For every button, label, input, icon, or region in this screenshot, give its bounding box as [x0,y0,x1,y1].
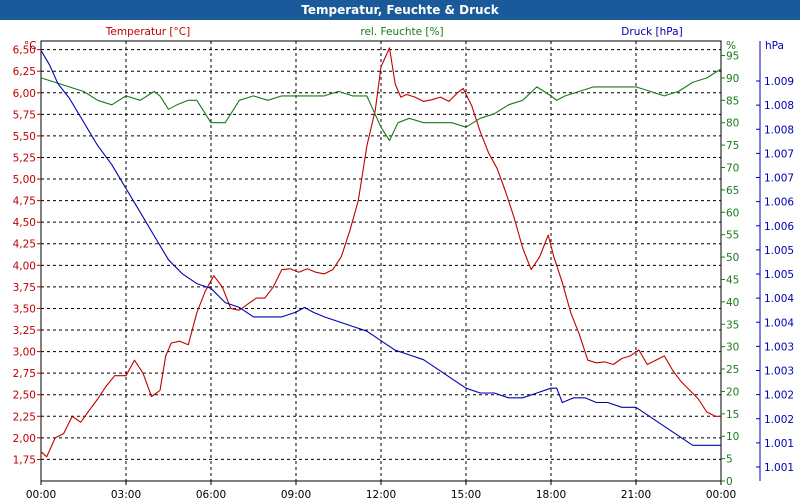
right1-y-tick-label: 35 [726,319,739,331]
x-tick-time: 00:00 [26,489,56,500]
right1-y-tick-label: 90 [726,73,739,85]
right2-y-tick-label: 1.006 [764,221,794,233]
right1-y-tick-label: 5 [726,454,733,466]
legend-temperature: Temperatur [°C] [105,26,190,38]
right2-y-tick-label: 1.001 [764,438,794,450]
left-y-tick-label: 5,75 [13,109,36,121]
axes: 00:0007.01.2203:0007.01.2206:0007.01.220… [13,41,794,500]
left-axis-unit: °C [24,40,37,52]
x-tick-time: 09:00 [281,489,311,500]
right2-y-tick-label: 1.003 [764,366,794,378]
right-axis-1-unit: % [726,40,736,52]
right1-y-tick-label: 60 [726,207,739,219]
x-tick-time: 06:00 [196,489,226,500]
temperature-line [40,47,721,458]
legend-humidity: rel. Feuchte [%] [360,26,443,38]
window-title: Temperatur, Feuchte & Druck [0,0,800,20]
left-y-tick-label: 4,50 [13,217,36,229]
x-tick-time: 21:00 [621,489,651,500]
humidity-line [40,68,722,142]
right1-y-tick-label: 30 [726,342,739,354]
right1-y-tick-label: 25 [726,364,739,376]
right2-y-tick-label: 1.008 [764,124,794,136]
left-y-tick-label: 3,00 [13,347,36,359]
chart-area: 00:0007.01.2203:0007.01.2206:0007.01.220… [13,26,795,500]
legend-pressure: Druck [hPa] [621,26,682,38]
x-tick-time: 18:00 [536,489,566,500]
right2-y-tick-label: 1.008 [764,100,794,112]
right1-y-tick-label: 45 [726,274,739,286]
right2-y-tick-label: 1.002 [764,390,794,402]
right1-y-tick-label: 15 [726,409,739,421]
right1-y-tick-label: 0 [726,476,733,488]
right1-y-tick-label: 40 [726,297,739,309]
right1-y-tick-label: 20 [726,386,739,398]
left-y-tick-label: 3,75 [13,282,36,294]
left-y-tick-label: 5,25 [13,152,36,164]
left-y-tick-label: 6,00 [13,88,36,100]
right2-y-tick-label: 1.004 [764,293,794,305]
x-tick-time: 12:00 [366,489,396,500]
right1-y-tick-label: 55 [726,230,739,242]
x-tick-time: 15:00 [451,489,481,500]
right2-y-tick-label: 1.006 [764,197,794,209]
left-y-tick-label: 2,50 [13,390,36,402]
left-y-tick-label: 5,00 [13,174,36,186]
grid-lines [41,41,721,481]
right1-y-tick-label: 75 [726,140,739,152]
right1-y-tick-label: 80 [726,118,739,130]
right2-y-tick-label: 1.002 [764,414,794,426]
left-y-tick-label: 4,25 [13,239,36,251]
right2-y-tick-label: 1.003 [764,341,794,353]
right1-y-tick-label: 85 [726,95,739,107]
right2-y-tick-label: 1.001 [764,462,794,474]
left-y-tick-label: 1,75 [13,454,36,466]
left-y-tick-label: 3,50 [13,303,36,315]
left-y-tick-label: 3,25 [13,325,36,337]
left-y-tick-label: 2,75 [13,368,36,380]
right2-y-tick-label: 1.007 [764,148,794,160]
right2-y-tick-label: 1.004 [764,317,794,329]
right1-y-tick-label: 50 [726,252,739,264]
left-y-tick-label: 2,25 [13,411,36,423]
left-y-tick-label: 4,75 [13,196,36,208]
x-tick-time: 00:00 [706,489,736,500]
pressure-line [40,50,721,446]
right2-y-tick-label: 1.007 [764,173,794,185]
right2-y-tick-label: 1.009 [764,76,794,88]
right1-y-tick-label: 95 [726,51,739,63]
left-y-tick-label: 4,00 [13,260,36,272]
series-lines [40,47,722,458]
right1-y-tick-label: 65 [726,185,739,197]
left-y-tick-label: 6,25 [13,66,36,78]
right2-y-tick-label: 1.005 [764,245,794,257]
left-y-tick-label: 6,50 [13,45,36,57]
right1-y-tick-label: 70 [726,163,739,175]
left-y-tick-label: 5,50 [13,131,36,143]
right1-y-tick-label: 10 [726,431,739,443]
left-y-tick-label: 2,00 [13,433,36,445]
right-axis-2-unit: hPa [765,40,784,52]
x-tick-time: 03:00 [111,489,141,500]
right2-y-tick-label: 1.005 [764,269,794,281]
